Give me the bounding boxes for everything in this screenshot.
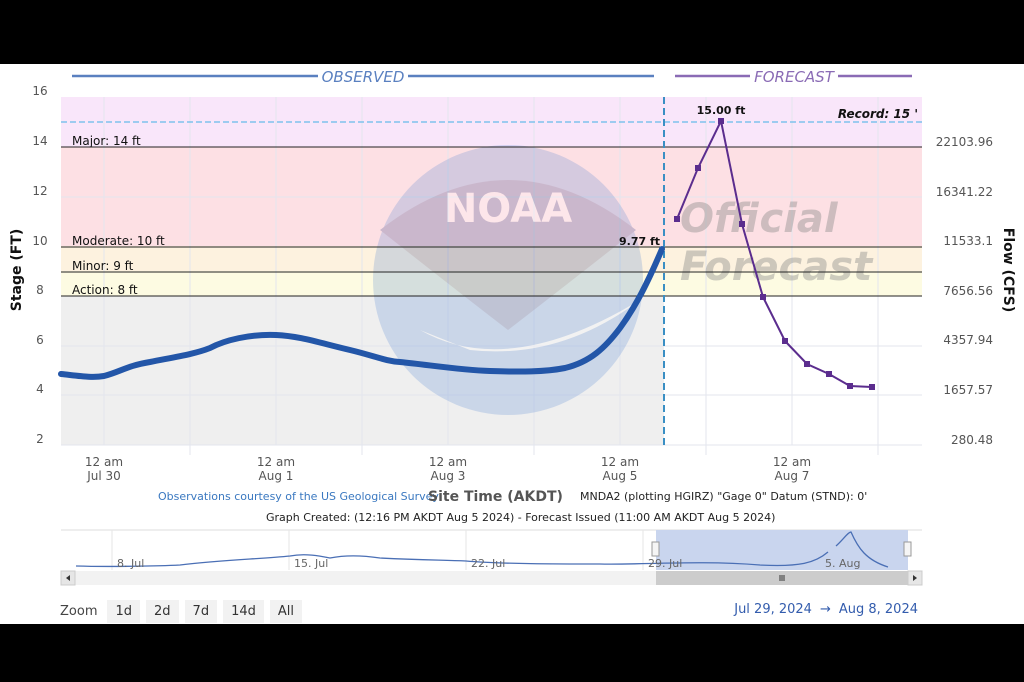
svg-text:Aug 3: Aug 3: [431, 469, 466, 483]
noaa-watermark: NOAA: [373, 145, 643, 415]
official-forecast-watermark: Official Forecast: [680, 196, 874, 290]
svg-text:Jul 30: Jul 30: [86, 469, 121, 483]
svg-text:12 am: 12 am: [85, 455, 123, 469]
navigator-left-handle[interactable]: [651, 541, 660, 557]
svg-text:280.48: 280.48: [951, 433, 993, 447]
svg-text:12: 12: [32, 184, 47, 198]
x-axis-title: Site Time (AKDT): [428, 489, 563, 505]
zoom-2d-button[interactable]: 2d: [146, 600, 179, 623]
svg-text:NOAA: NOAA: [444, 186, 572, 232]
svg-text:8. Jul: 8. Jul: [117, 557, 144, 570]
threshold-labels: Major: 14 ft Moderate: 10 ft Minor: 9 ft…: [72, 107, 918, 297]
svg-text:12 am: 12 am: [429, 455, 467, 469]
svg-text:12 am: 12 am: [773, 455, 811, 469]
svg-text:2: 2: [36, 432, 44, 446]
scroll-right-arrow-icon: [913, 575, 917, 581]
svg-text:14: 14: [32, 134, 47, 148]
svg-text:Action: 8 ft: Action: 8 ft: [72, 283, 138, 297]
forecast-markers: [674, 118, 875, 390]
svg-text:Official: Official: [680, 196, 839, 242]
svg-text:Aug 7: Aug 7: [775, 469, 810, 483]
svg-text:Forecast: Forecast: [680, 244, 874, 290]
svg-text:22103.96: 22103.96: [936, 135, 993, 149]
zoom-all-button[interactable]: All: [269, 600, 302, 623]
y2-axis-title: Flow (CFS): [1000, 228, 1016, 313]
scrollbar[interactable]: [60, 570, 923, 586]
scrollbar-grip-icon: [779, 575, 785, 581]
svg-text:16341.22: 16341.22: [936, 185, 993, 199]
navigator[interactable]: 8. Jul 15. Jul 22. Jul 29. Jul 5. Aug: [61, 529, 922, 570]
forecast-peak-label: 15.00 ft: [697, 104, 746, 117]
svg-text:Record: 15 ': Record: 15 ': [838, 107, 918, 121]
forecast-series-line[interactable]: [676, 117, 873, 388]
svg-text:11533.1: 11533.1: [943, 234, 993, 248]
svg-text:22. Jul: 22. Jul: [471, 557, 505, 570]
navigator-right-handle[interactable]: [903, 541, 912, 557]
svg-text:Aug 1: Aug 1: [259, 469, 294, 483]
svg-text:7656.56: 7656.56: [943, 284, 993, 298]
section-headers: OBSERVED FORECAST: [72, 68, 912, 86]
range-from-input[interactable]: Jul 29, 2024: [734, 602, 812, 617]
threshold-lines: [61, 121, 922, 297]
datum-note: MNDA2 (plotting HGIRZ) "Gage 0" Datum (S…: [580, 490, 867, 503]
svg-text:FORECAST: FORECAST: [754, 68, 836, 86]
zoom-7d-button[interactable]: 7d: [184, 600, 218, 623]
svg-text:4: 4: [36, 382, 44, 396]
x-axis-ticks: 12 am Jul 30 12 am Aug 1 12 am Aug 3 12 …: [85, 455, 811, 483]
svg-text:4357.94: 4357.94: [943, 333, 993, 347]
y-axis-title: Stage (FT): [9, 229, 25, 312]
zoom-label: Zoom: [60, 604, 98, 619]
observed-series-line[interactable]: [58, 246, 665, 380]
svg-text:Minor: 9 ft: Minor: 9 ft: [72, 259, 134, 273]
scroll-left-arrow-icon: [66, 575, 70, 581]
observed-last-label: 9.77 ft: [619, 235, 660, 248]
svg-text:Aug 5: Aug 5: [603, 469, 638, 483]
zoom-1d-button[interactable]: 1d: [107, 600, 141, 623]
arrow-right-icon: →: [819, 602, 831, 617]
y-axis-ticks: 16 14 12 10 8 6 4 2: [32, 84, 47, 446]
graph-created-note: Graph Created: (12:16 PM AKDT Aug 5 2024…: [266, 511, 775, 524]
hydrograph-page: NOAA Official Forecast Major: 14 ft Mode…: [0, 64, 1024, 624]
usgs-credit-link[interactable]: Observations courtesy of the US Geologic…: [158, 490, 439, 503]
date-range: Jul 29, 2024 → Aug 8, 2024: [734, 602, 918, 617]
range-selector: Zoom 1d 2d 7d 14d All: [60, 600, 302, 623]
zoom-14d-button[interactable]: 14d: [223, 600, 264, 623]
hydrograph-chart: NOAA Official Forecast Major: 14 ft Mode…: [9, 68, 1016, 586]
svg-text:12 am: 12 am: [601, 455, 639, 469]
svg-text:Moderate: 10 ft: Moderate: 10 ft: [72, 234, 165, 248]
svg-text:OBSERVED: OBSERVED: [322, 68, 405, 86]
svg-text:10: 10: [32, 234, 47, 248]
range-to-input[interactable]: Aug 8, 2024: [838, 602, 918, 617]
svg-text:1657.57: 1657.57: [943, 383, 993, 397]
svg-text:8: 8: [36, 283, 44, 297]
svg-text:Major: 14 ft: Major: 14 ft: [72, 134, 141, 148]
svg-text:15. Jul: 15. Jul: [294, 557, 328, 570]
svg-text:29. Jul: 29. Jul: [648, 557, 682, 570]
svg-text:6: 6: [36, 333, 44, 347]
navigator-selected-range[interactable]: [656, 530, 908, 570]
svg-text:5. Aug: 5. Aug: [825, 557, 860, 570]
y2-axis-ticks: 22103.96 16341.22 11533.1 7656.56 4357.9…: [936, 135, 993, 447]
svg-text:16: 16: [32, 84, 47, 98]
svg-text:12 am: 12 am: [257, 455, 295, 469]
